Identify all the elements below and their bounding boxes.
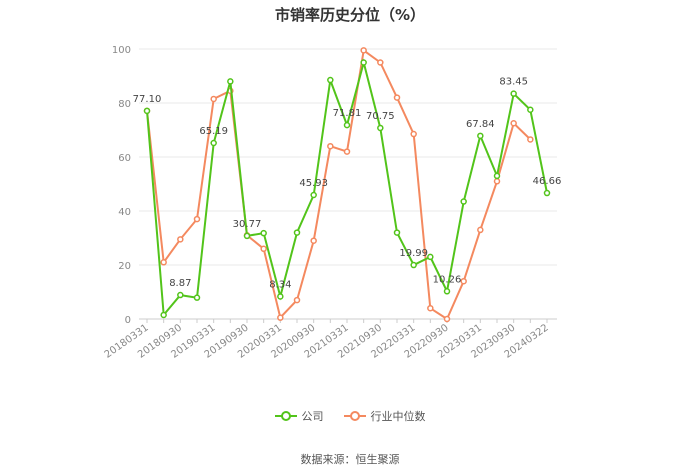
data-point xyxy=(393,229,401,236)
data-label: 19.99 xyxy=(399,248,428,259)
data-labels: 77.10 8.87 65.19 30.77 8.34 45.93 71.81 70.75 19… xyxy=(133,77,562,291)
legend-company-marker xyxy=(274,411,297,421)
data-point xyxy=(460,198,467,205)
data-label: 67.84 xyxy=(466,119,495,130)
series-line xyxy=(146,58,548,318)
series-line xyxy=(146,48,531,321)
data-point xyxy=(510,120,517,127)
data-point xyxy=(443,315,451,323)
data-point xyxy=(193,294,201,301)
data-point xyxy=(543,189,551,197)
y-tick-label: 0 xyxy=(125,315,131,326)
data-point xyxy=(377,59,384,66)
data-point xyxy=(410,130,417,138)
data-point xyxy=(343,148,351,155)
chart-title: 市销率历史分位（%） xyxy=(274,6,426,24)
data-label: 77.10 xyxy=(133,94,162,105)
data-point xyxy=(493,172,501,180)
series-0 xyxy=(143,58,551,319)
data-point xyxy=(160,311,167,319)
data-point xyxy=(493,178,501,185)
legend-item-company[interactable]: 公司 xyxy=(274,408,324,424)
data-point xyxy=(360,59,367,66)
legend-industry-marker xyxy=(343,411,366,421)
data-label: 8.34 xyxy=(269,279,291,290)
legend-industry-label: 行业中位数 xyxy=(370,410,426,423)
data-point xyxy=(177,291,184,299)
data-point xyxy=(393,94,401,101)
y-tick-label: 80 xyxy=(118,99,131,110)
data-label: 71.81 xyxy=(333,108,362,119)
data-point xyxy=(527,106,534,113)
data-label: 83.45 xyxy=(499,77,528,88)
data-point xyxy=(527,136,534,143)
line-chart: 0 20 40 60 80 100 201803312018093020190331201… xyxy=(103,45,562,361)
series-1 xyxy=(143,47,534,323)
data-label: 65.19 xyxy=(199,126,228,137)
data-point xyxy=(277,293,284,300)
data-point xyxy=(277,314,284,321)
data-point xyxy=(427,304,434,312)
data-point xyxy=(143,107,151,115)
x-axis: 2018033120180930201903312019093020200331… xyxy=(103,319,551,361)
data-point xyxy=(210,95,217,103)
data-point xyxy=(510,90,517,97)
data-point xyxy=(427,253,434,261)
legend: 公司 行业中位数 xyxy=(0,408,700,424)
data-point xyxy=(177,236,184,243)
data-point xyxy=(310,191,317,199)
data-point xyxy=(260,245,267,253)
y-tick-label: 100 xyxy=(112,45,131,56)
data-label: 46.66 xyxy=(533,176,562,187)
data-point xyxy=(477,132,484,140)
series-lines xyxy=(143,47,551,323)
y-tick-label: 40 xyxy=(118,207,131,218)
legend-company-label: 公司 xyxy=(301,410,324,423)
data-point xyxy=(310,237,317,244)
data-point xyxy=(377,124,384,132)
y-axis-tick-labels: 0 20 40 60 80 100 xyxy=(112,45,131,326)
data-point xyxy=(460,277,467,285)
data-point xyxy=(327,76,334,84)
data-label: 30.77 xyxy=(233,219,262,230)
data-point xyxy=(243,232,251,240)
data-point xyxy=(193,215,201,223)
data-point xyxy=(160,259,167,266)
data-point xyxy=(410,261,417,269)
data-source: 数据来源：恒生聚源 xyxy=(300,453,400,466)
data-label: 8.87 xyxy=(169,278,191,289)
data-label: 10.26 xyxy=(433,274,462,285)
y-tick-label: 20 xyxy=(118,261,131,272)
legend-item-industry-median[interactable]: 行业中位数 xyxy=(343,408,426,424)
data-point xyxy=(327,142,334,150)
data-label: 45.93 xyxy=(299,178,328,189)
y-tick-label: 60 xyxy=(118,153,131,164)
data-point xyxy=(293,296,301,304)
data-point xyxy=(343,121,351,129)
data-point xyxy=(260,229,267,237)
data-point xyxy=(477,226,484,234)
data-point xyxy=(293,229,301,236)
data-point xyxy=(210,139,217,147)
data-label: 70.75 xyxy=(366,111,395,122)
data-point xyxy=(360,47,367,54)
data-point xyxy=(443,288,451,295)
data-point xyxy=(227,78,234,85)
